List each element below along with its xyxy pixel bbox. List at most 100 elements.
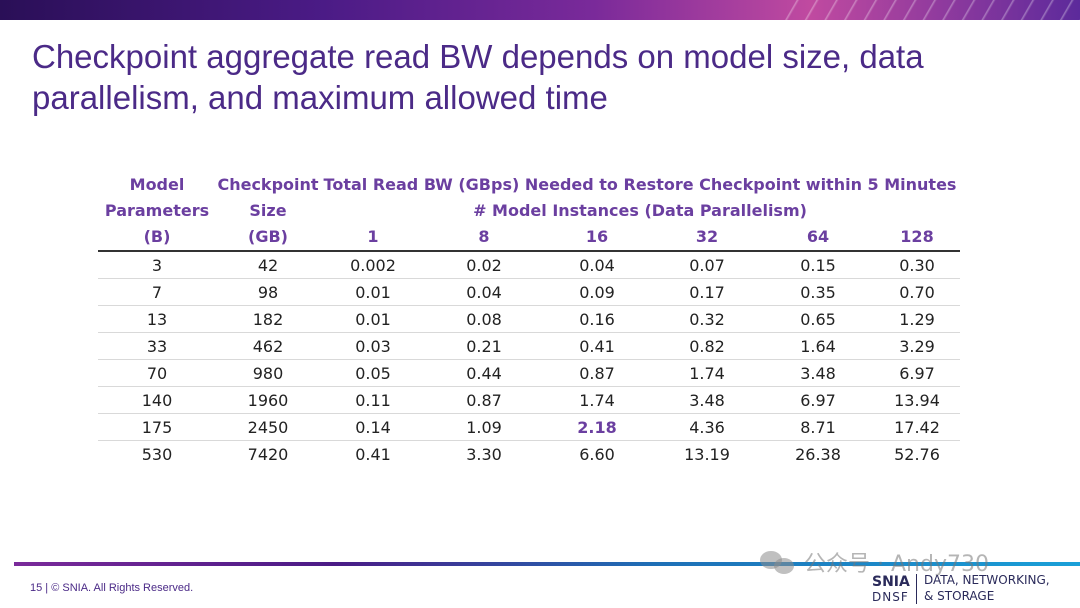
header-instances-8: 8: [426, 224, 542, 252]
cell-bw: 0.11: [320, 386, 426, 414]
cell-bw: 0.03: [320, 332, 426, 360]
cell-bw: 13.94: [874, 386, 960, 414]
cell-bw: 0.002: [320, 251, 426, 279]
logo-dnsf: DNSF: [872, 590, 909, 604]
header-ckpt-line3: (GB): [216, 224, 320, 252]
header-instances-64: 64: [762, 224, 874, 252]
header-instances-1: 1: [320, 224, 426, 252]
table-row: 140 1960 0.11 0.87 1.74 3.48 6.97 13.94: [98, 386, 960, 414]
cell-bw: 6.97: [762, 386, 874, 414]
cell-bw: 0.44: [426, 359, 542, 387]
cell-bw: 0.30: [874, 251, 960, 279]
cell-bw: 0.41: [355, 444, 391, 464]
cell-bw: 0.87: [426, 386, 542, 414]
cell-bw: 6.97: [874, 359, 960, 387]
cell-bw: 0.21: [426, 332, 542, 360]
cell-size: 462: [216, 332, 320, 360]
cell-bw: 13.19: [684, 444, 730, 464]
cell-bw: 26.38: [795, 444, 841, 464]
cell-bw: 1.74: [652, 359, 762, 387]
cell-bw: 0.14: [320, 413, 426, 441]
cell-bw: 0.05: [320, 359, 426, 387]
cell-bw: 0.17: [652, 278, 762, 306]
header-group-title: Total Read BW (GBps) Needed to Restore C…: [323, 175, 957, 194]
cell-params: 70: [98, 359, 216, 387]
cell-size: 2450: [216, 413, 320, 441]
cell-bw: 0.02: [426, 251, 542, 279]
cell-bw: 0.16: [542, 305, 652, 333]
table-row: 13 182 0.01 0.08 0.16 0.32 0.65 1.29: [98, 305, 960, 333]
slide-title: Checkpoint aggregate read BW depends on …: [32, 38, 924, 116]
cell-bw: 0.07: [652, 251, 762, 279]
watermark-text: 公众号 · Andy730: [804, 552, 989, 577]
cell-bw: 1.09: [426, 413, 542, 441]
cell-bw: 3.29: [874, 332, 960, 360]
cell-bw: 1.29: [874, 305, 960, 333]
cell-bw: 0.15: [762, 251, 874, 279]
cell-bw: 0.04: [542, 251, 652, 279]
header-group-subtitle: # Model Instances (Data Parallelism): [473, 201, 807, 220]
cell-bw: 0.82: [652, 332, 762, 360]
cell-size: 7420: [247, 444, 289, 464]
cell-bw: 1.74: [542, 386, 652, 414]
bandwidth-table-container: Model Checkpoint Total Read BW (GBps) Ne…: [98, 172, 960, 467]
cell-bw: 0.35: [762, 278, 874, 306]
cell-bw: 4.36: [652, 413, 762, 441]
cell-params: 33: [98, 332, 216, 360]
header-model-line3: (B): [98, 224, 216, 252]
cell-bw: 8.71: [762, 413, 874, 441]
table-row: 3 42 0.002 0.02 0.04 0.07 0.15 0.30: [98, 251, 960, 279]
cell-bw: 0.04: [426, 278, 542, 306]
cell-size: 182: [216, 305, 320, 333]
cell-bw: 0.87: [542, 359, 652, 387]
cell-size: 98: [216, 278, 320, 306]
cell-params: 7: [98, 278, 216, 306]
cell-bw: 3.48: [762, 359, 874, 387]
cell-bw: 3.48: [652, 386, 762, 414]
table-row: 33 462 0.03 0.21 0.41 0.82 1.64 3.29: [98, 332, 960, 360]
top-banner: [0, 0, 1080, 20]
cell-size: 42: [216, 251, 320, 279]
cell-bw: 6.60: [579, 444, 615, 464]
cell-bw: 0.01: [320, 278, 426, 306]
cell-size: 980: [216, 359, 320, 387]
watermark: 公众号 · Andy730: [760, 546, 989, 578]
header-instances-32: 32: [652, 224, 762, 252]
cell-params: 530: [141, 444, 173, 464]
footer-copyright: 15 | © SNIA. All Rights Reserved.: [30, 582, 194, 594]
cell-params: 13: [98, 305, 216, 333]
header-model-line2: Parameters: [104, 201, 210, 220]
header-instances-16: 16: [542, 224, 652, 252]
header-ckpt-line2: Size: [249, 201, 287, 220]
cell-bw: 0.09: [542, 278, 652, 306]
wechat-icon: [760, 549, 796, 575]
cell-bw: 0.41: [542, 332, 652, 360]
logo-tagline-2: & STORAGE: [924, 589, 995, 603]
table-row: 530 7420 0.41 3.30 6.60 13.19 26.38 52.7…: [98, 441, 960, 468]
header-model-line1: Model: [129, 175, 185, 194]
cell-bw: 0.01: [320, 305, 426, 333]
cell-params: 3: [98, 251, 216, 279]
header-ckpt-line1: Checkpoint: [217, 175, 319, 194]
bandwidth-table: Model Checkpoint Total Read BW (GBps) Ne…: [98, 172, 960, 467]
header-instances-128: 128: [874, 224, 960, 252]
cell-params: 140: [98, 386, 216, 414]
cell-bw: 0.08: [426, 305, 542, 333]
table-row: 175 2450 0.14 1.09 2.18 4.36 8.71 17.42: [98, 413, 960, 441]
cell-bw: 52.76: [894, 444, 940, 464]
footer-divider: [14, 562, 1080, 566]
cell-bw: 17.42: [874, 413, 960, 441]
logo-snia: SNIA: [872, 574, 910, 590]
cell-bw-highlighted: 2.18: [542, 413, 652, 441]
logo-tagline-1: DATA, NETWORKING,: [924, 573, 1050, 587]
cell-bw: 0.32: [652, 305, 762, 333]
cell-params: 175: [98, 413, 216, 441]
cell-bw: 3.30: [466, 444, 502, 464]
table-row: 70 980 0.05 0.44 0.87 1.74 3.48 6.97: [98, 359, 960, 387]
cell-bw: 0.70: [874, 278, 960, 306]
snia-logo: SNIA DNSF DATA, NETWORKING, & STORAGE: [866, 572, 1076, 606]
table-row: 7 98 0.01 0.04 0.09 0.17 0.35 0.70: [98, 278, 960, 306]
logo-divider: [916, 574, 917, 604]
cell-bw: 0.65: [762, 305, 874, 333]
cell-size: 1960: [216, 386, 320, 414]
